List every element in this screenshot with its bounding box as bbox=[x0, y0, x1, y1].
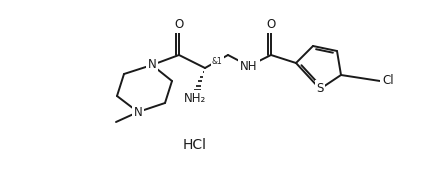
Text: N: N bbox=[134, 106, 142, 119]
Text: N: N bbox=[147, 58, 157, 71]
Text: &1: &1 bbox=[212, 57, 223, 66]
Text: O: O bbox=[266, 19, 276, 31]
Text: HCl: HCl bbox=[183, 138, 207, 152]
Text: S: S bbox=[316, 81, 324, 94]
Text: NH: NH bbox=[240, 60, 258, 72]
Text: NH₂: NH₂ bbox=[184, 92, 206, 104]
Text: O: O bbox=[175, 19, 184, 31]
Text: Cl: Cl bbox=[382, 74, 394, 86]
